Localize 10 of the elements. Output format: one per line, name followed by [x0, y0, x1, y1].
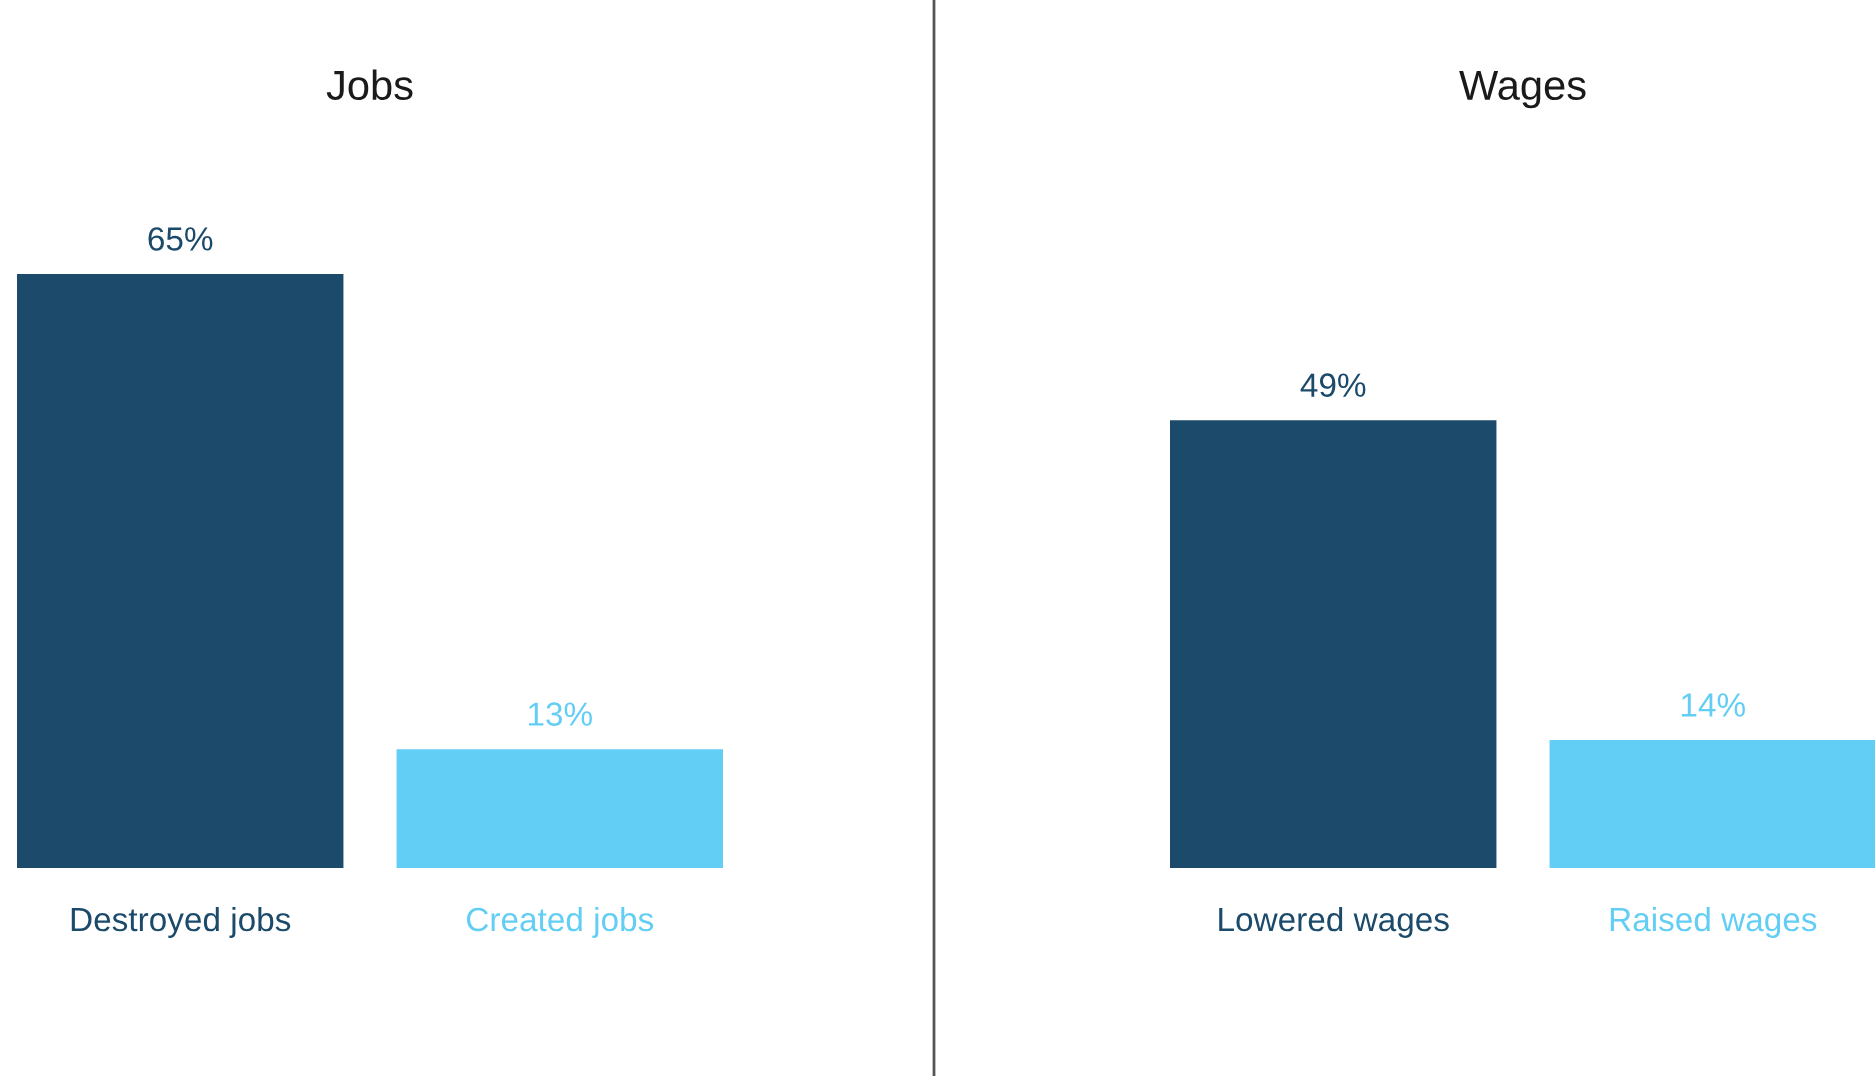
- x-tick-label: Created jobs: [466, 906, 654, 938]
- x-tick-label: Destroyed jobs: [71, 906, 291, 938]
- data-label: 49%: [1300, 373, 1366, 397]
- x-tick-label: Raised wages: [1610, 906, 1817, 938]
- data-label: 13%: [528, 702, 592, 726]
- data-label: 14%: [1681, 693, 1745, 717]
- chart-title: Wages: [1459, 70, 1586, 109]
- chart-title: Jobs: [326, 69, 413, 101]
- data-label: 65%: [148, 227, 213, 251]
- x-tick-label: Lowered wages: [1219, 906, 1449, 938]
